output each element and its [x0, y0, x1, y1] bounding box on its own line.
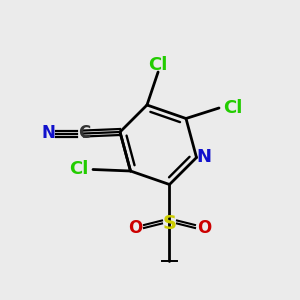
Text: S: S	[163, 214, 176, 233]
Text: O: O	[128, 219, 142, 237]
Text: O: O	[197, 219, 211, 237]
Text: Cl: Cl	[148, 56, 168, 74]
Text: Cl: Cl	[224, 99, 243, 117]
Text: Cl: Cl	[69, 160, 88, 178]
Text: N: N	[42, 124, 56, 142]
Text: N: N	[196, 148, 211, 166]
Text: C: C	[78, 124, 90, 142]
